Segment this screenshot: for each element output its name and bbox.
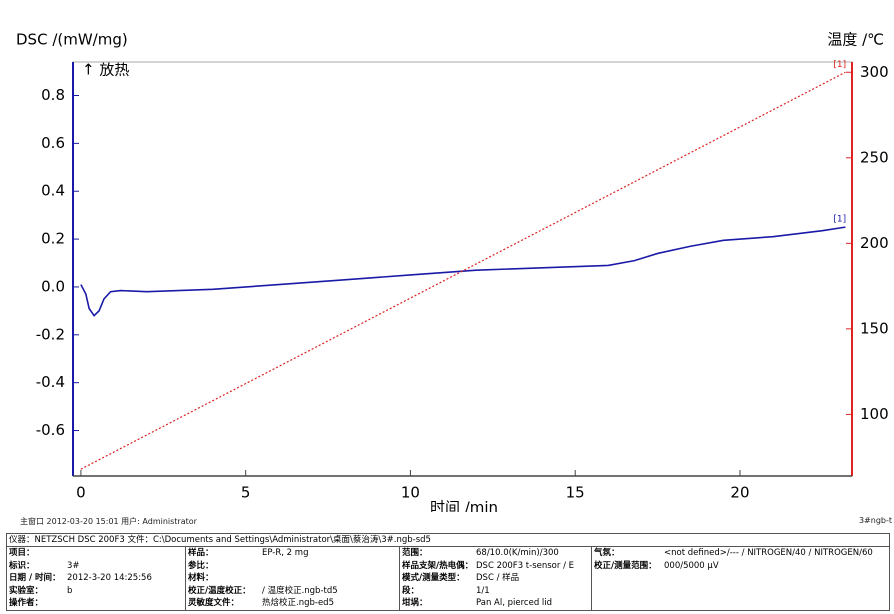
y2-tick-label: 100 bbox=[860, 405, 889, 423]
status-left: 主窗口 2012-03-20 15:01 用户: Administrator bbox=[20, 517, 197, 526]
y2-axis-label: 温度 /℃ bbox=[827, 31, 884, 49]
x-tick-label: 15 bbox=[566, 484, 585, 502]
info-column: 样品： EP-R, 2 mg 参比： 材料： 校正/温度校正： / 温度校正.ngb-td… bbox=[185, 547, 338, 610]
series-line bbox=[80, 226, 846, 317]
info-label: 项目： bbox=[9, 548, 35, 558]
info-value: 2012-3-20 14:25:56 bbox=[67, 573, 152, 583]
y-tick-label: 0.6 bbox=[41, 134, 65, 152]
info-header: 仪器：NETZSCH DSC 200F3 文件：C:\Documents and… bbox=[7, 534, 889, 547]
plot-frame bbox=[72, 61, 853, 477]
status-right: 3#ngb-t bbox=[858, 516, 892, 525]
info-row: 气氛： <not defined>/--- / NITROGEN/40 / NIT… bbox=[594, 547, 873, 560]
info-value: b bbox=[67, 585, 73, 596]
info-label: 坩埚： bbox=[402, 598, 428, 608]
info-row: 实验室： b bbox=[9, 585, 152, 598]
info-row: 日期 / 时间： 2012-3-20 14:25:56 bbox=[9, 572, 152, 585]
info-row: 坩埚： Pan Al, pierced lid bbox=[402, 597, 574, 610]
info-value: DSC / 样品 bbox=[476, 573, 520, 583]
y-tick-label: 0.8 bbox=[41, 86, 65, 104]
info-label: 气氛： bbox=[594, 548, 620, 558]
info-label: 样品支架/热电偶： bbox=[402, 560, 474, 571]
info-label: 段： bbox=[402, 585, 420, 596]
info-value: 68/10.0(K/min)/300 bbox=[476, 548, 559, 558]
info-label: 实验室： bbox=[9, 585, 44, 596]
info-label: 材料： bbox=[188, 573, 214, 583]
x-tick-label: 20 bbox=[730, 484, 749, 502]
info-column: 气氛： <not defined>/--- / NITROGEN/40 / NIT… bbox=[591, 547, 873, 610]
y2-tick-label: 250 bbox=[860, 148, 889, 166]
info-value: Pan Al, pierced lid bbox=[476, 598, 553, 608]
info-row: 标识： 3# bbox=[9, 560, 152, 573]
info-label: 范围： bbox=[402, 548, 428, 558]
y-tick-label: 0.0 bbox=[41, 277, 65, 295]
status-bar: 主窗口 2012-03-20 15:01 用户: Administrator 3… bbox=[0, 514, 894, 528]
info-value: 热焓校正.ngb-ed5 bbox=[262, 598, 334, 608]
info-row: 材料： bbox=[188, 572, 338, 585]
info-label: 灵敏度文件： bbox=[188, 598, 240, 608]
info-value: 3# bbox=[67, 560, 80, 571]
chart: DSC /(mW/mg) 温度 /℃ ↑ 放热 时间 /min -0.6 -0.4… bbox=[16, 31, 889, 517]
y-tick-label: -0.6 bbox=[36, 421, 65, 439]
y2-tick-label: 200 bbox=[860, 234, 889, 252]
info-row: 样品： EP-R, 2 mg bbox=[188, 547, 338, 560]
y-tick-label: -0.4 bbox=[36, 373, 65, 391]
info-label: 操作者： bbox=[9, 598, 44, 608]
info-label: 样品： bbox=[188, 548, 214, 558]
info-label: 日期 / 时间： bbox=[9, 573, 61, 583]
info-row: 范围： 68/10.0(K/min)/300 bbox=[402, 547, 574, 560]
info-column: 范围： 68/10.0(K/min)/300 样品支架/热电偶： DSC 200F3 … bbox=[399, 547, 574, 610]
info-row: 段： 1/1 bbox=[402, 585, 574, 598]
info-label: 校正/温度校正： bbox=[188, 585, 251, 596]
info-row: 参比： bbox=[188, 560, 338, 573]
x-tick-label: 0 bbox=[76, 484, 86, 502]
info-label: 校正/测量范围： bbox=[594, 560, 657, 571]
info-row: 校正/温度校正： / 温度校正.ngb-td5 bbox=[188, 585, 338, 598]
y-tick-label: -0.2 bbox=[36, 325, 65, 343]
info-value: DSC 200F3 t-sensor / E bbox=[476, 560, 575, 571]
info-value: EP-R, 2 mg bbox=[262, 548, 309, 558]
x-tick-label: 5 bbox=[241, 484, 251, 502]
info-row: 模式/测量类型： DSC / 样品 bbox=[402, 572, 574, 585]
info-table: 仪器：NETZSCH DSC 200F3 文件：C:\Documents and… bbox=[6, 533, 890, 611]
info-row: 项目： bbox=[9, 547, 152, 560]
y2-tick-label: 150 bbox=[860, 319, 889, 337]
x-axis-label: 时间 /min bbox=[430, 499, 498, 513]
info-value: 000/5000 μV bbox=[664, 560, 719, 571]
info-label: 参比： bbox=[188, 560, 214, 571]
annotation: ↑ 放热 bbox=[82, 61, 129, 79]
series-label: [1] bbox=[833, 215, 846, 225]
info-value: / 温度校正.ngb-td5 bbox=[262, 585, 338, 596]
x-tick-label: 10 bbox=[401, 484, 420, 502]
info-row: 灵敏度文件： 热焓校正.ngb-ed5 bbox=[188, 597, 338, 610]
y-tick-label: 0.4 bbox=[41, 182, 65, 200]
info-row: 样品支架/热电偶： DSC 200F3 t-sensor / E bbox=[402, 560, 574, 573]
info-value: <not defined>/--- / NITROGEN/40 / NITROG… bbox=[664, 548, 873, 558]
y2-tick-label: 300 bbox=[860, 63, 889, 81]
info-label: 标识： bbox=[9, 560, 35, 571]
series-label: [1] bbox=[833, 60, 846, 70]
info-label: 模式/测量类型： bbox=[402, 573, 465, 583]
y-axis-label: DSC /(mW/mg) bbox=[16, 31, 128, 49]
info-row: 校正/测量范围： 000/5000 μV bbox=[594, 560, 873, 573]
info-row: 操作者： bbox=[9, 597, 152, 610]
series-line bbox=[80, 71, 846, 470]
info-value: 1/1 bbox=[476, 585, 490, 596]
info-column: 项目： 标识： 3# 日期 / 时间： 2012-3-20 14:25:56 实验室： b 操… bbox=[7, 547, 152, 610]
y-tick-label: 0.2 bbox=[41, 230, 65, 248]
